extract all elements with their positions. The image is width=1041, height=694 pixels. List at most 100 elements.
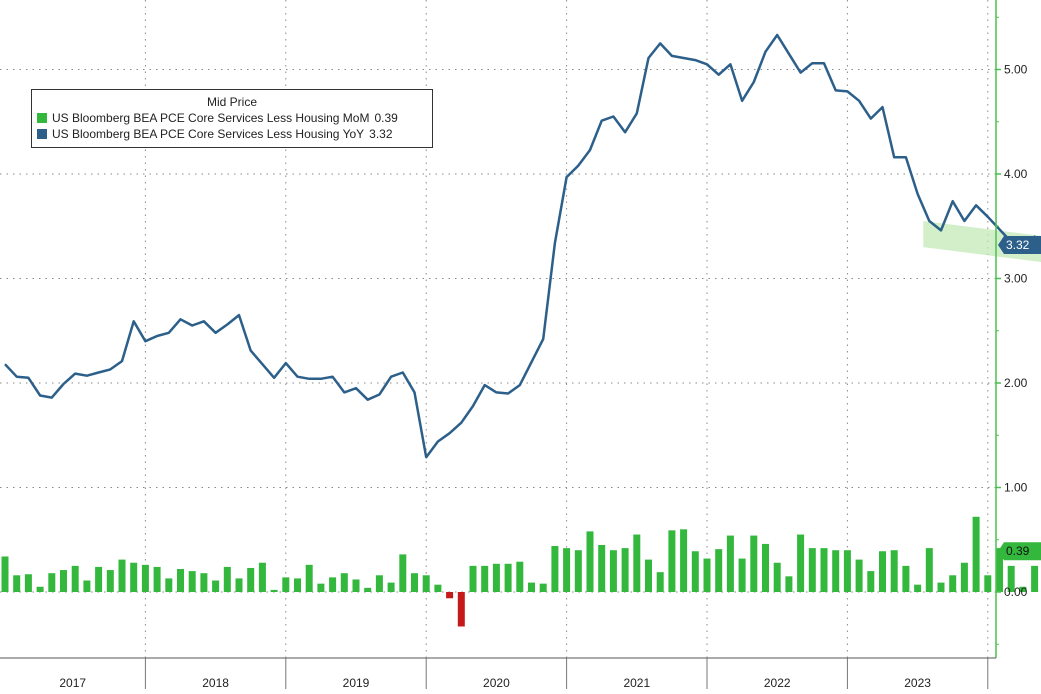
mom-bar bbox=[469, 565, 477, 592]
mom-bar bbox=[411, 573, 418, 592]
legend-swatch-yoy bbox=[37, 129, 47, 139]
mom-bar bbox=[867, 571, 875, 592]
mom-bar bbox=[1019, 586, 1027, 592]
mom-bar bbox=[621, 548, 629, 592]
mom-bar bbox=[247, 567, 255, 592]
mom-bar bbox=[13, 575, 21, 592]
x-tick-label: 2022 bbox=[764, 676, 791, 689]
mom-bar bbox=[914, 584, 922, 592]
mom-bar bbox=[984, 575, 992, 592]
mom-bar bbox=[726, 535, 734, 592]
mom-bar bbox=[645, 559, 652, 592]
mom-bar bbox=[785, 576, 793, 592]
mom-bar bbox=[352, 579, 360, 592]
y-tick-label: 5.00 bbox=[1004, 63, 1028, 77]
mom-bar bbox=[305, 564, 313, 592]
legend: Mid Price US Bloomberg BEA PCE Core Serv… bbox=[31, 89, 433, 148]
mom-bar bbox=[329, 577, 337, 592]
mom-bar bbox=[609, 550, 617, 592]
mom-bar bbox=[340, 573, 348, 592]
mom-bar bbox=[24, 574, 32, 592]
x-tick-label: 2019 bbox=[343, 676, 370, 689]
mom-bar bbox=[902, 565, 910, 592]
mom-bar bbox=[972, 516, 980, 592]
mom-bar bbox=[317, 583, 325, 592]
mom-bar bbox=[375, 575, 383, 592]
y-tick-label: 3.00 bbox=[1004, 272, 1028, 286]
x-tick-label: 2018 bbox=[202, 676, 229, 689]
y-tick-label: 0.00 bbox=[1004, 585, 1028, 599]
mom-bar bbox=[563, 548, 571, 592]
mom-bar bbox=[949, 575, 957, 592]
mom-bar bbox=[200, 573, 208, 592]
mom-bar bbox=[399, 554, 407, 592]
mom-bar bbox=[60, 570, 67, 592]
mom-bar bbox=[539, 583, 547, 592]
y-tick-label: 4.00 bbox=[1004, 167, 1028, 181]
mom-bar bbox=[504, 563, 512, 592]
mom-bar bbox=[738, 558, 746, 592]
mom-bar bbox=[762, 543, 769, 592]
x-tick-label: 2017 bbox=[59, 676, 86, 689]
mom-bar bbox=[832, 550, 840, 592]
mom-bar bbox=[668, 530, 676, 592]
mom-bar bbox=[586, 531, 594, 592]
mom-bar bbox=[188, 571, 196, 592]
mom-bar bbox=[691, 551, 699, 592]
legend-value-yoy: 3.32 bbox=[369, 127, 393, 141]
mom-bar bbox=[855, 559, 863, 592]
mom-bar bbox=[235, 578, 243, 592]
mom-bar bbox=[106, 570, 114, 592]
mom-bar bbox=[118, 559, 126, 592]
mom-bar bbox=[1031, 565, 1039, 592]
x-tick-label: 2023 bbox=[904, 676, 931, 689]
mom-bar bbox=[773, 562, 781, 592]
mom-bar bbox=[48, 573, 56, 592]
mom-bar bbox=[422, 575, 430, 592]
mom-bar bbox=[516, 561, 524, 592]
mom-bar bbox=[95, 566, 103, 592]
legend-entry-mom: US Bloomberg BEA PCE Core Services Less … bbox=[32, 110, 432, 126]
mom-bar bbox=[434, 584, 442, 592]
mom-bar bbox=[270, 589, 278, 592]
legend-entry-yoy: US Bloomberg BEA PCE Core Services Less … bbox=[32, 126, 432, 142]
mom-bar bbox=[808, 548, 816, 592]
mom-bar bbox=[364, 587, 372, 592]
mom-bar bbox=[879, 551, 886, 592]
mom-bar bbox=[890, 550, 898, 592]
mom-bar bbox=[925, 548, 933, 592]
y-tick-label: 2.00 bbox=[1004, 376, 1028, 390]
legend-title: Mid Price bbox=[206, 95, 257, 109]
mom-bar bbox=[481, 565, 489, 592]
y-tick-label: 1.00 bbox=[1004, 481, 1028, 495]
mom-bar bbox=[1007, 565, 1015, 592]
mom-bar bbox=[258, 562, 266, 592]
x-tick-label: 2020 bbox=[483, 676, 510, 689]
mom-last-value-label-text: 0.39 bbox=[1006, 544, 1030, 558]
yoy-last-value-label-text: 3.32 bbox=[1006, 238, 1030, 252]
mom-bar bbox=[633, 534, 641, 592]
mom-bar bbox=[598, 544, 606, 592]
mom-bar bbox=[843, 550, 851, 592]
legend-label-mom: US Bloomberg BEA PCE Core Services Less … bbox=[52, 111, 370, 125]
mom-bar bbox=[492, 563, 500, 592]
legend-swatch-mom bbox=[37, 113, 47, 123]
legend-value-mom: 0.39 bbox=[374, 111, 398, 125]
mom-bar bbox=[703, 558, 711, 592]
x-tick-label: 2021 bbox=[623, 676, 650, 689]
mom-bar bbox=[528, 582, 535, 592]
legend-label-yoy: US Bloomberg BEA PCE Core Services Less … bbox=[52, 127, 365, 141]
mom-bar bbox=[36, 586, 44, 592]
mom-bar bbox=[212, 580, 220, 592]
mom-bar bbox=[141, 564, 149, 592]
mom-bar bbox=[680, 529, 688, 592]
mom-bar bbox=[656, 572, 664, 592]
mom-bar bbox=[83, 580, 91, 592]
mom-bar bbox=[750, 535, 758, 592]
mom-bar bbox=[551, 546, 559, 592]
mom-bar bbox=[574, 550, 582, 592]
mom-bar bbox=[177, 569, 184, 592]
mom-bar bbox=[1, 556, 9, 592]
